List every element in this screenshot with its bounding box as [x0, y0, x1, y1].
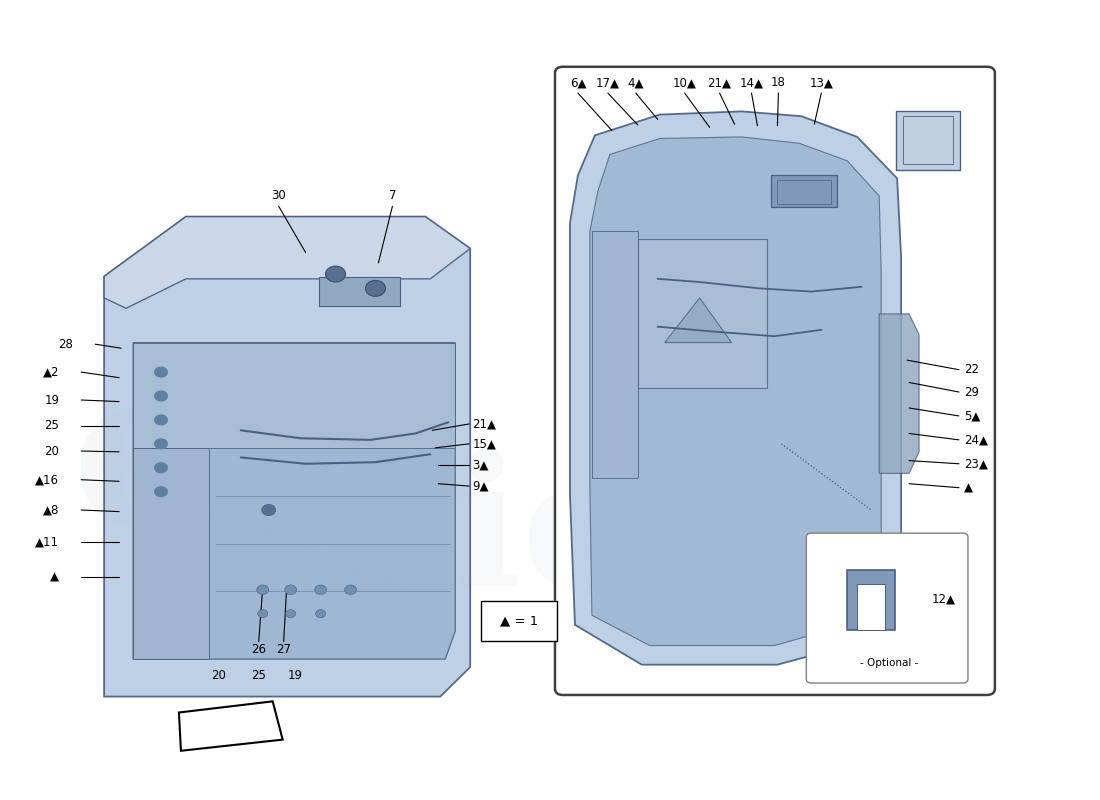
Text: ▲: ▲ — [51, 570, 59, 583]
Circle shape — [154, 486, 168, 498]
Polygon shape — [590, 137, 881, 646]
Polygon shape — [570, 111, 901, 665]
Text: - Optional -: - Optional - — [860, 658, 918, 668]
Text: 14▲: 14▲ — [739, 76, 763, 89]
Text: 29: 29 — [964, 386, 979, 398]
Text: 23▲: 23▲ — [964, 458, 988, 470]
Circle shape — [154, 390, 168, 402]
Polygon shape — [879, 314, 920, 474]
Bar — [319, 278, 400, 306]
Text: 21▲: 21▲ — [472, 418, 496, 430]
Text: 12▲: 12▲ — [932, 593, 956, 606]
Text: 22: 22 — [964, 363, 979, 376]
Text: 26: 26 — [251, 643, 266, 656]
Text: 20: 20 — [44, 445, 59, 458]
Bar — [847, 570, 895, 630]
Text: ▲8: ▲8 — [43, 503, 59, 517]
Polygon shape — [638, 239, 768, 388]
Circle shape — [315, 585, 327, 594]
Bar — [778, 180, 832, 204]
Polygon shape — [104, 217, 470, 697]
Text: 30: 30 — [272, 190, 286, 202]
Circle shape — [344, 585, 356, 594]
Circle shape — [316, 610, 326, 618]
Circle shape — [286, 610, 296, 618]
Text: 17▲: 17▲ — [596, 76, 620, 89]
Text: 28: 28 — [58, 338, 74, 350]
Polygon shape — [133, 342, 455, 659]
Text: 18: 18 — [771, 76, 785, 89]
Text: ▲11: ▲11 — [35, 535, 59, 549]
FancyBboxPatch shape — [481, 601, 557, 641]
Circle shape — [154, 414, 168, 426]
Text: 21▲: 21▲ — [707, 76, 732, 89]
Circle shape — [365, 281, 385, 296]
Bar — [771, 175, 837, 207]
Circle shape — [256, 585, 268, 594]
Text: 15▲: 15▲ — [472, 438, 496, 450]
Circle shape — [262, 505, 276, 515]
FancyBboxPatch shape — [806, 533, 968, 683]
Text: ▲: ▲ — [964, 481, 974, 494]
Text: 5▲: 5▲ — [964, 410, 980, 422]
Bar — [857, 584, 886, 630]
Text: 6▲: 6▲ — [570, 76, 586, 89]
Polygon shape — [133, 448, 209, 659]
Text: 19: 19 — [44, 394, 59, 406]
Text: ▲2: ▲2 — [43, 366, 59, 378]
Text: 24▲: 24▲ — [964, 434, 988, 446]
Text: 27: 27 — [276, 643, 292, 656]
Circle shape — [285, 585, 297, 594]
Text: 4▲: 4▲ — [627, 76, 644, 89]
Polygon shape — [592, 231, 638, 478]
Polygon shape — [133, 342, 455, 448]
Text: 25: 25 — [44, 419, 59, 432]
Text: 7: 7 — [388, 190, 396, 202]
Circle shape — [257, 610, 267, 618]
Text: ▲16: ▲16 — [35, 474, 59, 486]
Text: a passion for parts since 1965: a passion for parts since 1965 — [201, 500, 460, 618]
Text: 19: 19 — [288, 670, 304, 682]
Text: 25: 25 — [251, 670, 266, 682]
Text: 10▲: 10▲ — [673, 76, 696, 89]
Circle shape — [154, 366, 168, 378]
Circle shape — [326, 266, 345, 282]
Text: 3▲: 3▲ — [472, 459, 488, 472]
Text: 13▲: 13▲ — [810, 76, 834, 89]
Polygon shape — [664, 298, 732, 342]
Text: 9▲: 9▲ — [472, 479, 488, 493]
Text: 20: 20 — [211, 670, 227, 682]
Text: el: el — [72, 359, 290, 568]
FancyBboxPatch shape — [556, 66, 994, 695]
Polygon shape — [104, 217, 470, 308]
Text: ▲ = 1: ▲ = 1 — [500, 614, 538, 627]
Circle shape — [154, 438, 168, 450]
FancyBboxPatch shape — [896, 110, 960, 170]
Text: usio: usio — [221, 447, 642, 623]
Circle shape — [154, 462, 168, 474]
Polygon shape — [179, 702, 283, 750]
